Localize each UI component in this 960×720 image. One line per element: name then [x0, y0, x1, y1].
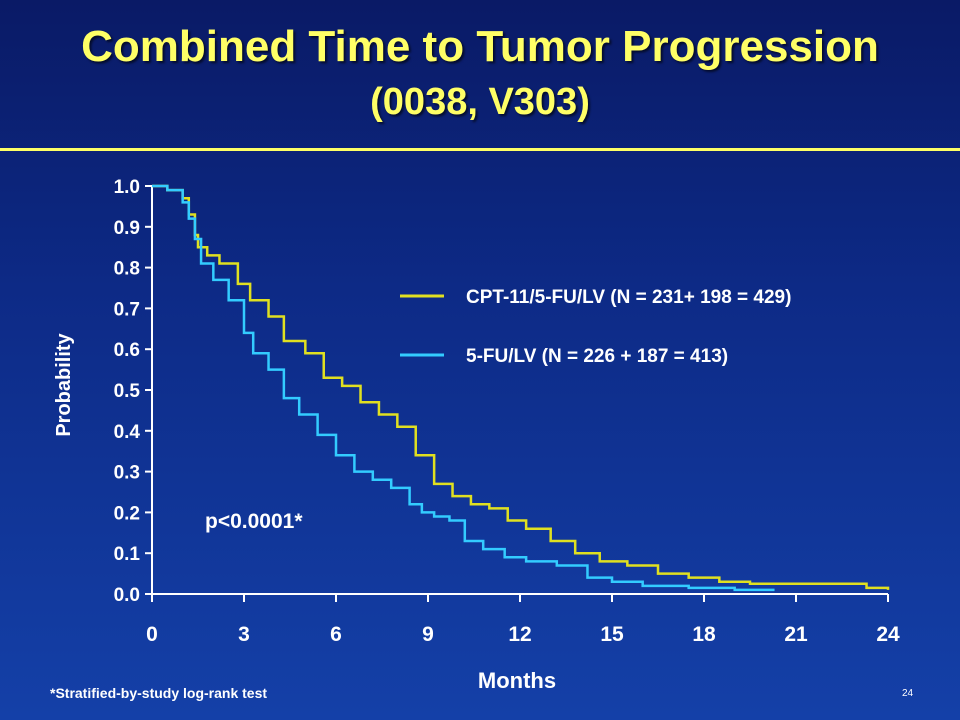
p-value-annotation: p<0.0001* — [205, 510, 303, 533]
y-tick-label: 0.5 — [114, 381, 141, 402]
title-divider — [0, 148, 960, 151]
legend-label: CPT-11/5-FU/LV (N = 231+ 198 = 429) — [466, 287, 791, 308]
y-tick-label: 0.7 — [114, 299, 140, 320]
x-tick-label: 24 — [876, 623, 900, 646]
y-axis-label: Probability — [53, 332, 75, 436]
5-fu-lv-curve — [152, 184, 775, 592]
y-tick-label: 1.0 — [114, 177, 140, 198]
x-tick-label: 15 — [600, 623, 624, 646]
x-tick-label: 18 — [692, 623, 716, 646]
x-tick-label: 6 — [330, 623, 342, 646]
x-tick-label: 9 — [422, 623, 434, 646]
slide-subtitle: (0038, V303) — [370, 81, 590, 123]
y-tick-label: 0.0 — [114, 585, 140, 606]
chart-ticks: 0.0 0.1 0.2 0.3 0.4 0.5 0.6 0.7 0.8 0.9 1.0 0 3 6 9 12 1… — [114, 177, 900, 646]
x-tick-label: 3 — [238, 623, 250, 646]
slide-title: Combined Time to Tumor Progression — [81, 22, 879, 71]
y-tick-label: 0.3 — [114, 463, 140, 484]
y-tick-label: 0.9 — [114, 218, 140, 239]
chart-curves — [152, 184, 890, 592]
page-number: 24 — [902, 688, 914, 699]
x-tick-label: 0 — [146, 623, 158, 646]
y-tick-label: 0.4 — [114, 422, 141, 443]
x-axis-label: Months — [478, 668, 556, 693]
y-tick-label: 0.8 — [114, 259, 140, 280]
x-tick-label: 21 — [784, 623, 808, 646]
y-tick-label: 0.1 — [114, 544, 141, 565]
y-tick-label: 0.2 — [114, 503, 140, 524]
legend-label: 5-FU/LV (N = 226 + 187 = 413) — [466, 346, 728, 367]
footnote: *Stratified-by-study log-rank test — [50, 685, 268, 701]
cpt-11-curve — [152, 184, 890, 590]
x-tick-label: 12 — [508, 623, 531, 646]
chart-legend: CPT-11/5-FU/LV (N = 231+ 198 = 429) 5-FU/… — [400, 287, 791, 367]
y-tick-label: 0.6 — [114, 340, 140, 361]
